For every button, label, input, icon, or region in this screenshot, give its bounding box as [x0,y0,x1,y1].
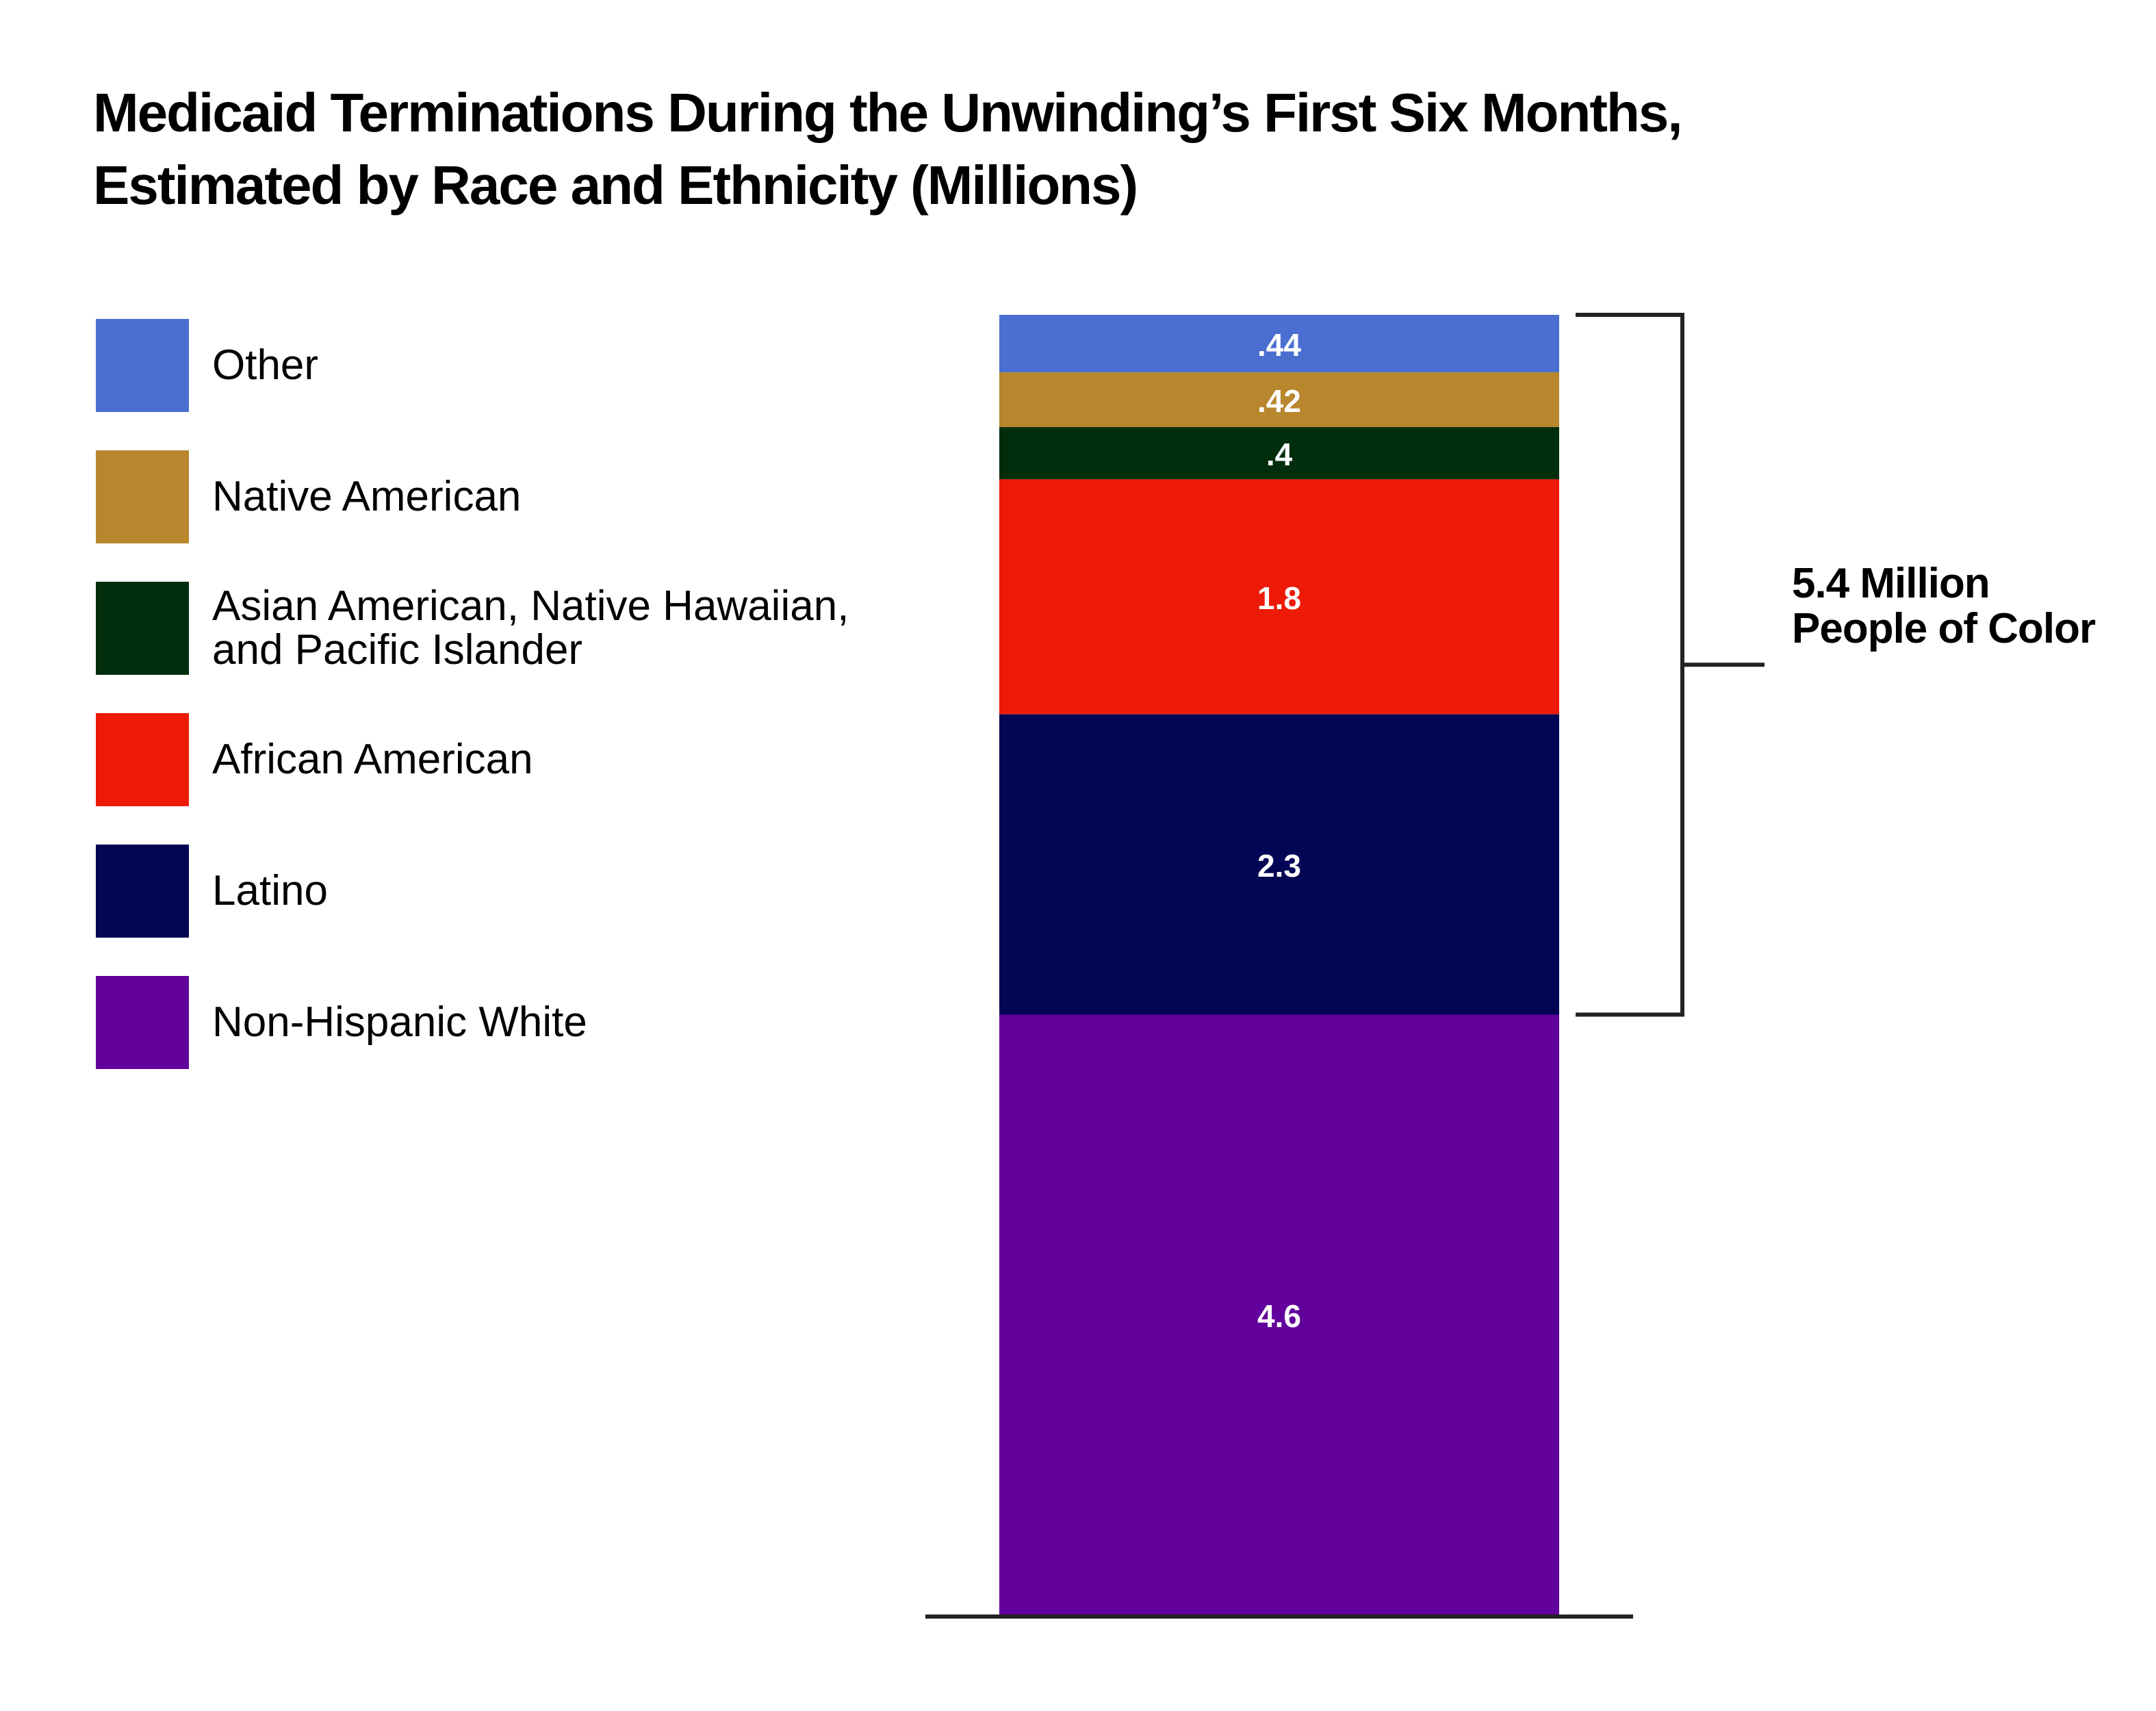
bar-value-label-other: .44 [1257,327,1301,363]
legend-label-asian-american-line-2: and Pacific Islander [212,626,583,673]
legend-item-asian-american: Asian American, Native Hawaiian, and Pac… [96,582,917,675]
chart-title: Medicaid Terminations During the Unwindi… [93,77,2078,222]
chart-title-line-1: Medicaid Terminations During the Unwindi… [93,82,1683,143]
legend-label-latino: Latino [212,867,328,914]
bar-value-label-native-american: .42 [1257,383,1301,419]
legend-label-asian-american: Asian American, Native Hawaiian, and Pac… [212,582,917,675]
people-of-color-total-line-2: People of Color [1792,605,2096,652]
legend-swatch-other [96,319,189,412]
bar-segment-native-american [999,372,1559,428]
legend-item-native-american: Native American [96,450,917,543]
legend-label-other: Other [212,342,319,389]
legend-swatch-non-hispanic-white [96,976,189,1069]
bar-segment-non-hispanic-white [999,1014,1559,1615]
people-of-color-bracket [1576,313,1684,1017]
legend-swatch-native-american [96,450,189,543]
chart-title-line-2: Estimated by Race and Ethnicity (Million… [93,155,1138,216]
legend-label-african-american: African American [212,736,533,783]
legend-item-other: Other [96,319,917,412]
bar-segments [999,315,1559,1615]
legend-item-non-hispanic-white: Non-Hispanic White [96,976,917,1069]
bar-value-label-asian-american-native-hawaiian-and-pacific-islander: .4 [1266,437,1293,472]
bar-value-labels: .44 .42 .4 1.8 2.3 4.6 [1257,327,1301,1334]
bar-segment-other [999,315,1559,372]
bar-segment-african-american [999,479,1559,715]
people-of-color-total-label: 5.4 Million People of Color [1792,561,2148,652]
legend-swatch-african-american [96,713,189,806]
legend-label-non-hispanic-white: Non-Hispanic White [212,999,587,1046]
legend-swatch-latino [96,845,189,938]
bar-value-label-non-hispanic-white: 4.6 [1257,1298,1301,1334]
bar-segment-asian-american-native-hawaiian-and-pacific-islander [999,427,1559,480]
legend-item-african-american: African American [96,713,917,806]
bar-value-label-african-american: 1.8 [1257,580,1301,616]
legend-item-latino: Latino [96,845,917,938]
legend-label-asian-american-line-1: Asian American, Native Hawaiian, [212,582,849,630]
bar-value-label-latino: 2.3 [1257,848,1301,884]
people-of-color-total-line-1: 5.4 Million [1792,560,1990,607]
legend-swatch-asian-american [96,582,189,675]
legend-label-native-american: Native American [212,473,522,520]
bar-segment-latino [999,714,1559,1015]
